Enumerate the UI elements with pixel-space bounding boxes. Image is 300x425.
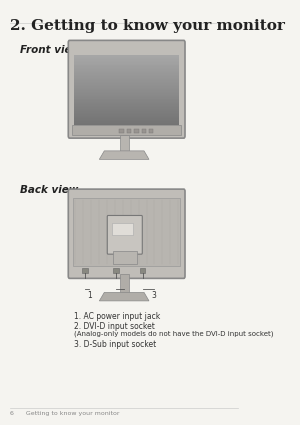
Bar bbox=[74, 91, 179, 93]
Bar bbox=[74, 68, 179, 69]
Bar bbox=[74, 101, 179, 103]
Bar bbox=[74, 79, 179, 80]
Bar bbox=[74, 121, 179, 122]
Text: 1: 1 bbox=[87, 291, 92, 300]
Bar bbox=[120, 135, 129, 151]
Bar bbox=[113, 251, 136, 264]
Bar bbox=[112, 223, 134, 235]
Bar bbox=[74, 114, 179, 116]
Bar bbox=[74, 124, 179, 125]
Bar bbox=[74, 102, 179, 105]
Bar bbox=[113, 268, 119, 273]
Bar bbox=[74, 116, 179, 119]
Bar bbox=[74, 104, 179, 106]
Bar bbox=[74, 69, 179, 71]
FancyBboxPatch shape bbox=[68, 189, 185, 278]
Bar bbox=[74, 93, 179, 94]
Bar bbox=[82, 268, 88, 273]
Bar bbox=[74, 112, 179, 114]
Text: 6      Getting to know your monitor: 6 Getting to know your monitor bbox=[10, 411, 119, 416]
Bar bbox=[74, 83, 179, 85]
Bar bbox=[74, 82, 179, 83]
Bar bbox=[119, 129, 124, 133]
Polygon shape bbox=[99, 292, 149, 301]
Bar bbox=[74, 59, 179, 61]
Bar bbox=[74, 72, 179, 74]
Text: Back view: Back view bbox=[20, 185, 78, 195]
Bar bbox=[74, 63, 179, 65]
Bar bbox=[74, 76, 179, 78]
Text: 2. DVI-D input socket: 2. DVI-D input socket bbox=[74, 322, 155, 331]
Bar bbox=[142, 129, 146, 133]
Bar bbox=[74, 58, 179, 60]
FancyBboxPatch shape bbox=[68, 40, 185, 138]
Bar bbox=[74, 87, 179, 89]
Bar bbox=[74, 118, 179, 120]
Bar bbox=[74, 74, 179, 76]
Bar bbox=[74, 97, 179, 99]
Bar bbox=[72, 125, 181, 135]
Bar bbox=[74, 105, 179, 107]
Bar bbox=[74, 110, 179, 111]
Bar bbox=[74, 73, 179, 75]
Bar bbox=[149, 129, 154, 133]
Text: 3: 3 bbox=[152, 291, 156, 300]
Text: 2. Getting to know your monitor: 2. Getting to know your monitor bbox=[10, 19, 285, 33]
Bar bbox=[74, 100, 179, 102]
Bar bbox=[74, 90, 179, 92]
Bar bbox=[74, 119, 179, 121]
Bar bbox=[74, 84, 179, 86]
Bar bbox=[74, 98, 179, 100]
Bar bbox=[140, 268, 145, 273]
Bar bbox=[74, 62, 179, 64]
Bar bbox=[74, 65, 179, 66]
Bar bbox=[74, 77, 179, 79]
Bar bbox=[120, 274, 129, 293]
Bar bbox=[74, 55, 179, 57]
Polygon shape bbox=[99, 151, 149, 159]
Bar bbox=[74, 80, 179, 82]
Bar bbox=[127, 129, 131, 133]
Bar bbox=[74, 122, 179, 124]
Text: 1. AC power input jack: 1. AC power input jack bbox=[74, 312, 161, 321]
Bar bbox=[74, 115, 179, 117]
Bar bbox=[74, 111, 179, 113]
Bar bbox=[74, 107, 179, 108]
Text: 2: 2 bbox=[121, 291, 126, 300]
Text: Front view: Front view bbox=[20, 45, 81, 55]
Text: (Analog-only models do not have the DVI-D input socket): (Analog-only models do not have the DVI-… bbox=[74, 331, 274, 337]
Bar bbox=[74, 70, 179, 72]
FancyBboxPatch shape bbox=[107, 215, 142, 254]
Bar bbox=[74, 60, 179, 62]
Bar bbox=[74, 96, 179, 97]
Bar bbox=[74, 94, 179, 96]
Bar bbox=[74, 56, 179, 58]
Bar bbox=[74, 108, 179, 110]
Text: 3. D-Sub input socket: 3. D-Sub input socket bbox=[74, 340, 157, 349]
Bar bbox=[134, 129, 139, 133]
Bar bbox=[73, 198, 180, 266]
Bar bbox=[74, 88, 179, 90]
Bar bbox=[74, 86, 179, 88]
Bar bbox=[74, 66, 179, 68]
